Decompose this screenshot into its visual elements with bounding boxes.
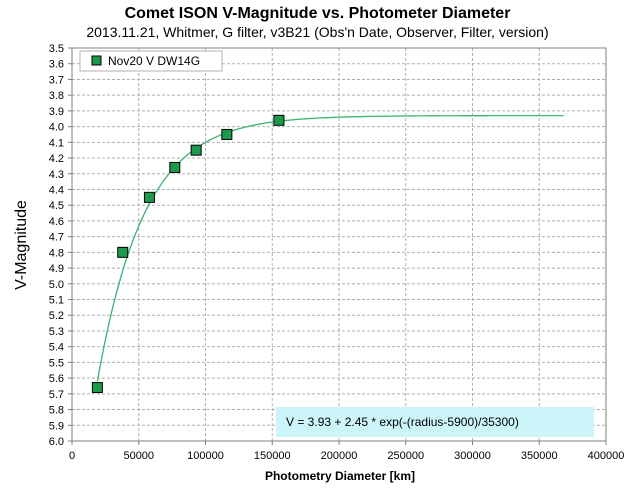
y-tick-label: 4.1 (49, 137, 64, 149)
y-tick-label: 6.0 (49, 436, 64, 448)
y-tick-label: 5.8 (49, 405, 64, 417)
y-tick-label: 3.8 (49, 90, 64, 102)
y-tick-label: 5.2 (49, 310, 64, 322)
x-tick-label: 150000 (254, 450, 291, 462)
y-tick-label: 3.5 (49, 43, 64, 55)
y-tick-label: 4.5 (49, 200, 64, 212)
fit-curve (96, 114, 564, 382)
x-tick-label: 200000 (321, 450, 358, 462)
y-tick-label: 4.6 (49, 216, 64, 228)
data-point (169, 161, 181, 173)
data-point (143, 191, 155, 203)
fit-equation-label: V = 3.93 + 2.45 * exp(-(radius-5900)/353… (286, 415, 519, 429)
legend-label: Nov20 V DW14G (108, 54, 200, 68)
y-tick-label: 4.3 (49, 169, 64, 181)
data-points (91, 114, 285, 394)
y-tick-label: 4.0 (49, 122, 64, 134)
y-axis-label: V-Magnitude (13, 200, 30, 290)
data-point (273, 114, 285, 126)
data-point (91, 382, 103, 394)
x-tick-label: 100000 (187, 450, 224, 462)
grid-lines (71, 47, 607, 442)
y-tick-label: 4.2 (49, 153, 64, 165)
x-tick-label: 50000 (123, 450, 154, 462)
legend-marker-square (91, 55, 102, 66)
y-tick-label: 4.8 (49, 247, 64, 259)
fit-equation-box: V = 3.93 + 2.45 * exp(-(radius-5900)/353… (276, 407, 594, 437)
y-tick-label: 4.4 (49, 184, 64, 196)
x-tick-label: 250000 (387, 450, 424, 462)
x-tick-labels: 0 50000 100000 150000 200000 250000 300000 3500… (69, 441, 624, 462)
y-tick-label: 5.0 (49, 279, 64, 291)
y-tick-label: 3.6 (49, 59, 64, 71)
chart-subtitle: 2013.11.21, Whitmer, G filter, v3B21 (Ob… (86, 24, 549, 40)
y-tick-labels: 3.5 3.6 3.7 3.8 3.9 4.0 4.1 4.2 4.3 4.4 4.5 4.6 4.7 4… (49, 43, 72, 448)
y-tick-label: 4.9 (49, 263, 64, 275)
y-tick-label: 5.5 (49, 357, 64, 369)
legend: Nov20 V DW14G (79, 50, 223, 72)
y-tick-label: 5.6 (49, 373, 64, 385)
legend-box (79, 50, 223, 72)
x-tick-label: 300000 (454, 450, 491, 462)
x-tick-label: 0 (69, 450, 75, 462)
data-point (221, 128, 233, 140)
x-tick-label: 350000 (521, 450, 558, 462)
y-tick-label: 3.9 (49, 106, 64, 118)
x-axis-label: Photometry Diameter [km] (265, 469, 415, 483)
data-point (190, 144, 202, 156)
y-tick-label: 5.9 (49, 420, 64, 432)
y-tick-label: 5.1 (49, 295, 64, 307)
chart-title: Comet ISON V-Magnitude vs. Photometer Di… (124, 5, 511, 22)
y-tick-label: 5.4 (49, 342, 64, 354)
y-tick-label: 5.3 (49, 326, 64, 338)
equation-background (276, 407, 594, 437)
y-tick-label: 4.7 (49, 232, 64, 244)
data-point (117, 246, 129, 258)
y-tick-label: 5.7 (49, 389, 64, 401)
x-tick-label: 400000 (588, 450, 625, 462)
y-tick-label: 3.7 (49, 74, 64, 86)
